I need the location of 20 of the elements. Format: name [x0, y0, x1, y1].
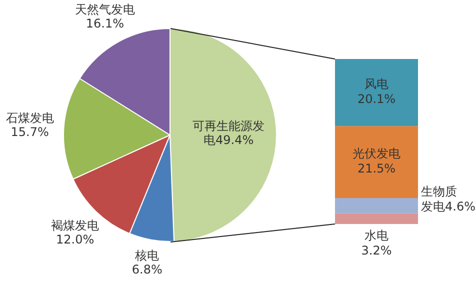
slice-label: 可再生能源发电49.4% — [192, 119, 265, 148]
text: 生物质发电4.6% — [421, 184, 476, 214]
series-label: 水电 — [364, 228, 388, 243]
data-label: 16.1% — [86, 16, 124, 31]
series-label: 风电 — [364, 77, 388, 92]
bar — [335, 59, 418, 126]
bar — [335, 213, 418, 224]
data-label: 12.0% — [56, 232, 94, 247]
data-label: 20.1% — [357, 92, 396, 106]
slice-label: 天然气发电 — [74, 2, 135, 17]
data-label: 15.7% — [10, 124, 49, 139]
data-label: 6.8% — [132, 262, 162, 277]
bar — [335, 198, 418, 214]
slice-label: 褐煤发电 — [51, 218, 100, 233]
bar — [335, 126, 418, 198]
data-label: 21.5% — [357, 162, 396, 176]
data-label: 3.2% — [361, 244, 392, 258]
slice-label: 核电 — [134, 248, 160, 263]
series-label: 光伏发电 — [352, 146, 400, 161]
slice-label: 石煤发电 — [6, 110, 54, 125]
